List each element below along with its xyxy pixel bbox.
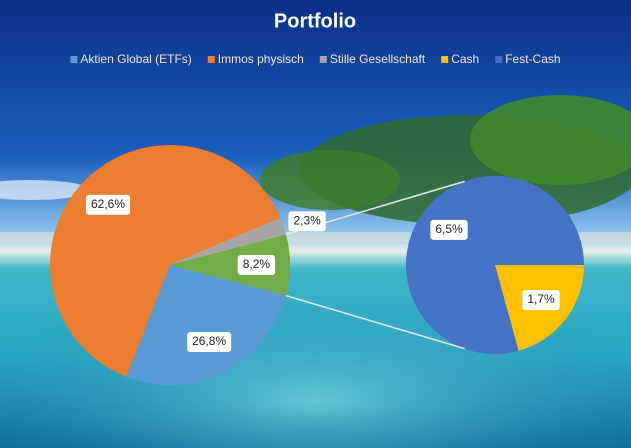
connector-line: [285, 294, 465, 350]
data-label-box: [288, 211, 326, 232]
pie-slice: [170, 217, 287, 265]
legend-swatch: [207, 56, 215, 63]
data-label: 1,7%: [522, 290, 560, 311]
data-label: 26,8%: [187, 332, 232, 353]
legend-label: Stille Gesellschaft: [330, 52, 426, 66]
legend-label: Fest-Cash: [505, 52, 560, 66]
data-label-box: [187, 332, 232, 353]
data-label: 2,3%: [288, 211, 326, 232]
legend-swatch: [70, 56, 78, 63]
data-label-box: [85, 194, 131, 215]
legend-swatch: [319, 56, 327, 63]
legend: Aktien Global (ETFs) Immos physisch Stille…: [70, 52, 561, 66]
legend-swatch: [441, 56, 449, 63]
data-label-text: 62,6%: [91, 197, 125, 211]
data-label-text: 1,7%: [527, 292, 555, 306]
data-label: 62,6%: [85, 194, 131, 215]
data-label-text: 8,2%: [243, 257, 271, 271]
chart-title: Portfolio: [274, 10, 356, 32]
data-label-box: [430, 219, 468, 240]
legend-label: Immos physisch: [218, 52, 304, 66]
data-label: 6,5%: [430, 219, 468, 240]
data-label-text: 26,8%: [192, 334, 226, 348]
legend-swatch: [495, 56, 503, 63]
legend-label: Aktien Global (ETFs): [80, 52, 191, 66]
data-label: 8,2%: [237, 255, 276, 275]
data-label-box: [522, 290, 560, 311]
pie-slice: [126, 265, 287, 385]
data-label-text: 6,5%: [435, 222, 463, 236]
legend-label: Cash: [451, 52, 479, 66]
data-label-text: 2,3%: [293, 214, 321, 228]
data-label-box: [237, 255, 276, 275]
pie-slice: [170, 234, 290, 296]
